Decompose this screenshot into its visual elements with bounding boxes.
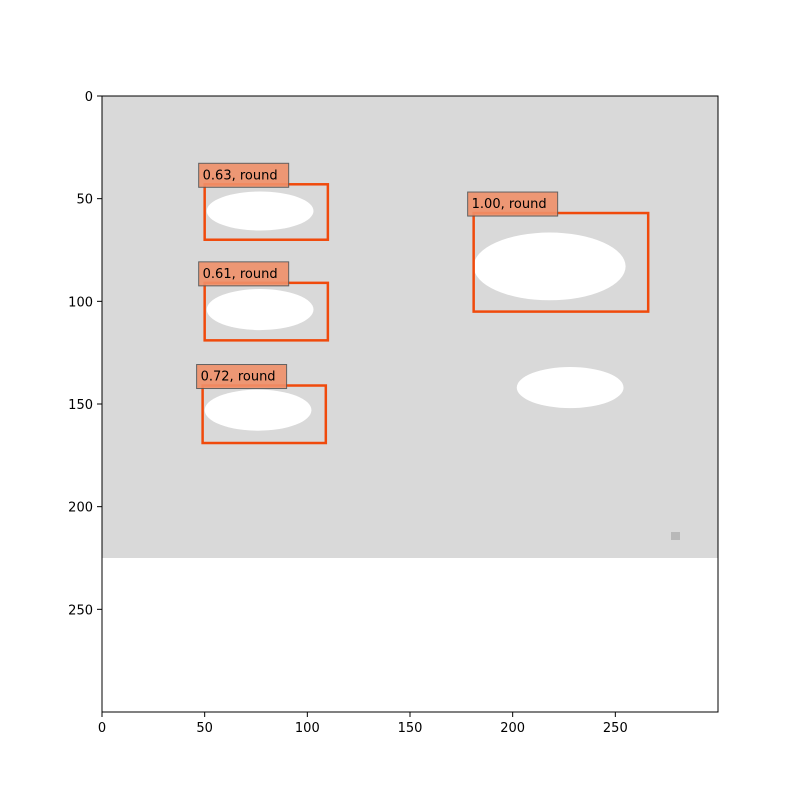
x-tick-label-250: 250	[603, 721, 628, 736]
x-tick-label-50: 50	[196, 721, 213, 736]
y-tick-label-200: 200	[68, 501, 93, 516]
x-tick-label-200: 200	[500, 721, 525, 736]
detection-label-bg-1	[198, 162, 290, 188]
round-object-4	[473, 232, 626, 301]
x-tick-label-150: 150	[398, 721, 423, 736]
round-object-3	[204, 389, 312, 431]
detection-label-bg-4	[467, 191, 559, 217]
round-object-5	[516, 367, 624, 409]
image-artifact	[671, 532, 680, 540]
axes: 0 50 100 150 200 250 0 50 100 150 200 250	[68, 90, 719, 736]
detection-label-4: 1.00, round	[472, 197, 547, 212]
image-background	[102, 96, 718, 558]
plot-area: 0.63, round 0.61, round 0.72, round 1.00, r…	[102, 96, 718, 558]
detection-box-4	[472, 211, 650, 313]
detection-label-2: 0.61, round	[203, 267, 278, 282]
detection-label-3: 0.72, round	[201, 370, 276, 385]
y-tick-label-0: 0	[85, 90, 93, 105]
round-object-2	[206, 289, 314, 331]
y-tick-label-250: 250	[68, 603, 93, 618]
detection-label-1: 0.63, round	[203, 168, 278, 183]
detection-label-bg-3	[196, 364, 288, 390]
round-object-1	[206, 191, 314, 231]
detection-label-bg-2	[198, 261, 290, 287]
y-tick-label-50: 50	[76, 193, 93, 208]
y-tick-label-150: 150	[68, 398, 93, 413]
x-tick-label-0: 0	[98, 721, 106, 736]
y-tick-label-100: 100	[68, 295, 93, 310]
x-tick-label-100: 100	[295, 721, 320, 736]
